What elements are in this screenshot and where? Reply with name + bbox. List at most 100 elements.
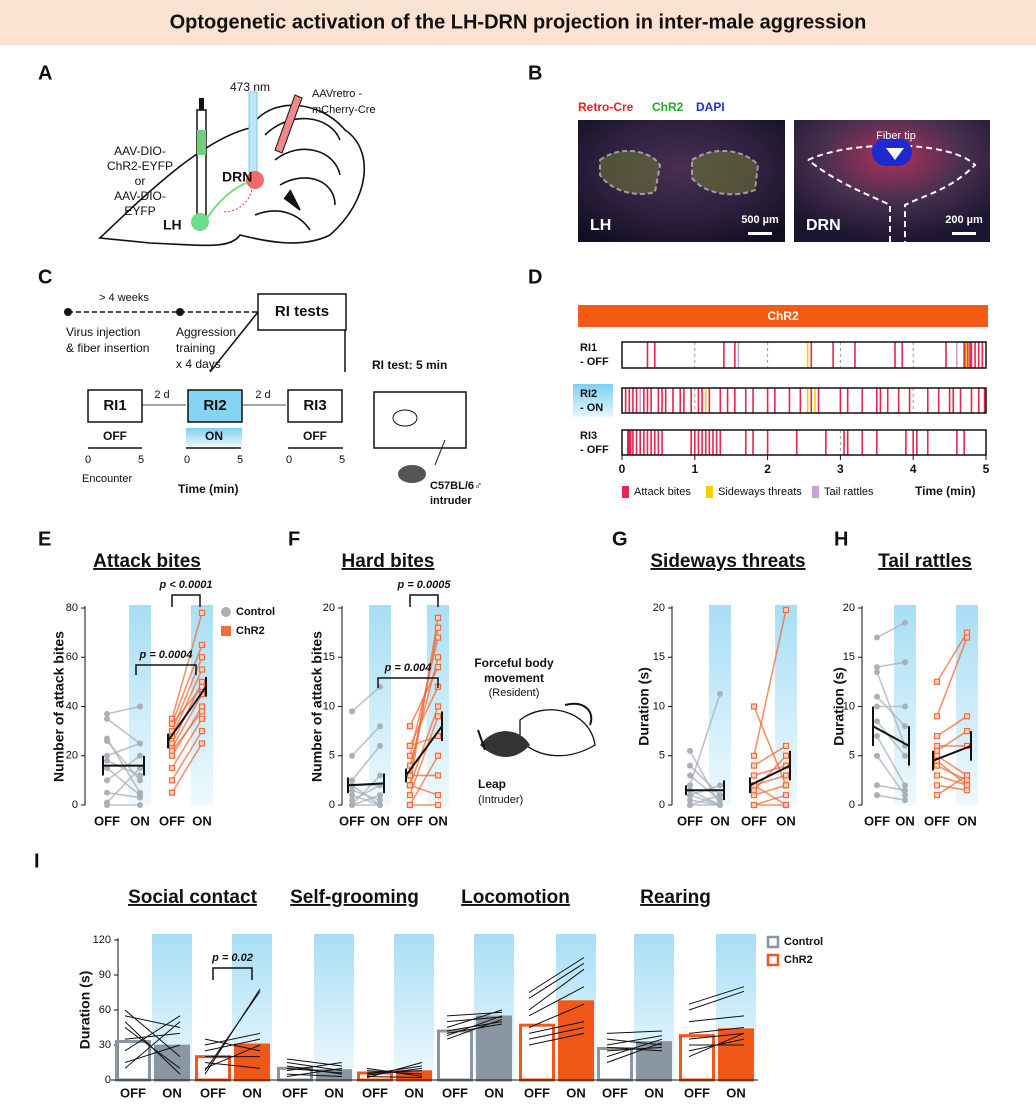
y-axis-label: Number of attack bites: [309, 631, 325, 782]
bar: [597, 1047, 633, 1082]
x-tick-label: 5: [983, 462, 990, 476]
bracket: [409, 594, 439, 607]
event-mark: [723, 342, 725, 368]
chart-title: Attack bites: [93, 551, 201, 572]
pair-line: [286, 1067, 343, 1074]
point: [687, 762, 693, 769]
event-mark: [650, 388, 652, 413]
event-mark: [970, 342, 973, 368]
y-axis-label: Number of attack bites: [51, 631, 67, 782]
legend-swatch: [766, 935, 780, 949]
event-mark: [897, 388, 900, 413]
event-mark: [795, 430, 798, 455]
event-mark: [806, 342, 809, 368]
annotation: p = 0.02: [211, 952, 253, 964]
pair-line: [876, 661, 906, 668]
label: Virus injection: [66, 325, 140, 339]
event-mark: [879, 388, 882, 413]
pair-line: [688, 1015, 745, 1023]
event-mark: [967, 342, 969, 368]
stim-shade: [709, 605, 731, 805]
event-mark: [974, 342, 976, 368]
point: [874, 733, 880, 740]
pair-line: [606, 1030, 663, 1034]
pair-line: [351, 686, 381, 713]
label: Encounter: [82, 473, 132, 485]
pair-line: [688, 1027, 745, 1034]
pair-line: [366, 1067, 423, 1077]
chart-title: Social contact: [128, 887, 257, 908]
pair-line: [106, 767, 141, 796]
pair-line: [171, 693, 203, 749]
event-mark: [963, 342, 965, 368]
point: [687, 747, 693, 754]
point: [963, 629, 971, 636]
point: [933, 713, 941, 720]
label: 2 d: [255, 389, 270, 401]
tick-label: 5: [138, 454, 144, 466]
bar: [718, 1028, 754, 1082]
pair-line: [286, 1067, 343, 1077]
mouse-icon: [398, 465, 426, 483]
event-mark: [719, 388, 722, 413]
label: OFF: [303, 429, 327, 443]
x-tick-label: OFF: [442, 1085, 468, 1100]
x-tick-label: OFF: [339, 813, 365, 828]
x-tick-label: 4: [910, 462, 917, 476]
pair-line: [204, 1038, 261, 1052]
point: [687, 797, 693, 804]
point: [137, 772, 143, 779]
chart-title: Self-grooming: [290, 887, 419, 908]
pair-line: [753, 784, 787, 796]
legend-swatch: [622, 486, 629, 498]
row-label: - OFF: [580, 444, 609, 456]
box: [187, 389, 243, 423]
pair-line: [286, 1065, 343, 1075]
roi-outline: [807, 144, 977, 242]
pair-line: [688, 986, 745, 1005]
pair-line: [688, 1032, 745, 1058]
timeline-dot: [176, 308, 184, 316]
pair-line: [351, 725, 381, 757]
event-mark: [643, 430, 645, 455]
point: [782, 782, 790, 789]
pair-line: [351, 745, 381, 781]
pair-line: [409, 716, 439, 796]
legend-label: ChR2: [784, 954, 813, 966]
point: [198, 654, 206, 661]
pair-line: [409, 784, 439, 796]
annotation: p = 0.0004: [139, 649, 193, 661]
pair-line: [171, 743, 203, 794]
stim-shade: [956, 605, 978, 805]
x-tick-label: OFF: [924, 813, 950, 828]
label: AAVretro -: [312, 88, 362, 100]
point: [168, 747, 176, 754]
point: [933, 782, 941, 789]
pair-line: [204, 1032, 261, 1046]
point: [750, 772, 758, 779]
point: [406, 782, 414, 789]
event-mark: [744, 388, 747, 413]
arrow: [434, 439, 446, 466]
y-tick-label: 80: [66, 602, 78, 614]
label: RI1: [103, 397, 126, 414]
point: [168, 764, 176, 772]
x-tick-label: ON: [484, 1085, 504, 1100]
x-tick-label: ON: [644, 1085, 664, 1100]
row-frame: [621, 341, 987, 369]
pair-line: [171, 730, 203, 781]
point: [137, 802, 143, 808]
legend-label: Control: [236, 606, 275, 618]
point: [198, 678, 206, 685]
point: [782, 801, 790, 809]
mouse-icon: [480, 731, 530, 758]
row-frame: [621, 387, 987, 414]
mean-line: [932, 744, 972, 762]
pair-line: [528, 1032, 585, 1046]
point: [377, 797, 383, 804]
point: [434, 752, 442, 759]
optic-fiber: [248, 91, 258, 173]
point: [104, 757, 110, 764]
x-tick-label: ON: [242, 1085, 262, 1100]
point: [874, 634, 880, 641]
